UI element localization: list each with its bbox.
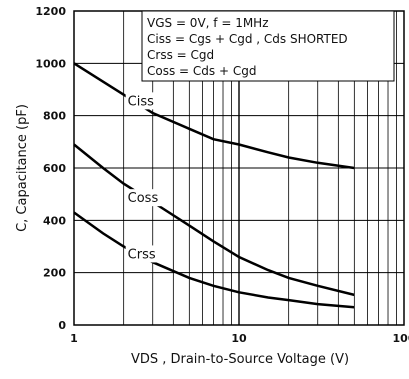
y-tick-label: 1000 [35, 57, 66, 70]
x-tick-label: 1 [70, 332, 78, 345]
x-tick-label: 10 [231, 332, 247, 345]
legend-box: VGS = 0V, f = 1MHz Ciss = Cgs + Cgd , Cds… [141, 10, 395, 82]
series-line-ciss [73, 62, 355, 170]
y-tick-label: 600 [43, 162, 66, 175]
series-label-bg [125, 92, 166, 110]
y-tick-label: 0 [58, 319, 66, 332]
legend-line: VGS = 0V, f = 1MHz [147, 16, 269, 30]
series-label-bg [125, 245, 166, 263]
legend-line: Ciss = Cgs + Cgd , Cds SHORTED [147, 32, 348, 46]
y-tick-label: 400 [43, 214, 66, 227]
series-label-coss: Coss [128, 191, 159, 206]
legend-line: Crss = Cgd [147, 48, 214, 62]
x-axis-title: VDS , Drain-to-Source Voltage (V) [131, 352, 349, 367]
y-axis-title: C, Capacitance (pF) [15, 104, 30, 232]
y-tick-label: 200 [43, 267, 66, 280]
series-label-crss: Crss [128, 247, 156, 262]
series-line-coss [73, 143, 355, 297]
series-layer: Ciss Coss Crss [73, 62, 355, 309]
series-line-crss [73, 211, 355, 309]
tick-layer: 0 200 400 600 800 1000 1200 1 10 100 [35, 5, 409, 345]
y-tick-label: 1200 [35, 5, 66, 18]
series-label-ciss: Ciss [128, 94, 154, 109]
series-label-bg [125, 189, 166, 207]
y-tick-label: 800 [43, 110, 66, 123]
x-tick-label: 100 [393, 332, 409, 345]
legend-frame [141, 10, 395, 82]
legend-line: Coss = Cds + Cgd [147, 64, 256, 78]
